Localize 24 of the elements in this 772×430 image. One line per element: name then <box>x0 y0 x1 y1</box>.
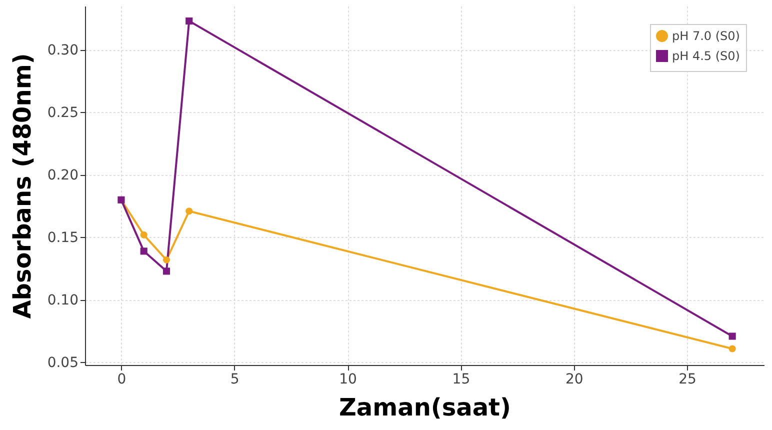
point <box>186 208 193 215</box>
point <box>186 17 193 25</box>
point <box>162 268 170 275</box>
x-tick-label: 10 <box>339 372 357 388</box>
x-tick-label: 5 <box>230 372 240 388</box>
point <box>728 332 736 340</box>
y-tick-label: 0.15 <box>47 230 78 246</box>
point <box>140 231 148 238</box>
y-axis-title: Absorbans (480nm) <box>8 53 36 319</box>
legend-label: pH 4.5 (S0) <box>672 49 740 63</box>
x-tick-label: 15 <box>452 372 470 388</box>
x-tick-label: 20 <box>565 372 584 388</box>
y-tick-label: 0.25 <box>47 104 78 121</box>
point <box>140 248 148 255</box>
legend-label: pH 7.0 (S0) <box>672 29 740 43</box>
x-tick-label: 0 <box>117 372 126 388</box>
x-axis-title: Zaman(saat) <box>339 394 511 422</box>
point <box>162 256 170 264</box>
point <box>728 345 736 352</box>
y-tick-label: 0.20 <box>47 167 78 184</box>
y-tick-label: 0.30 <box>47 42 78 58</box>
x-tick-label: 25 <box>678 372 696 388</box>
y-tick-label: 0.05 <box>47 355 78 371</box>
y-tick-label: 0.10 <box>47 292 78 308</box>
